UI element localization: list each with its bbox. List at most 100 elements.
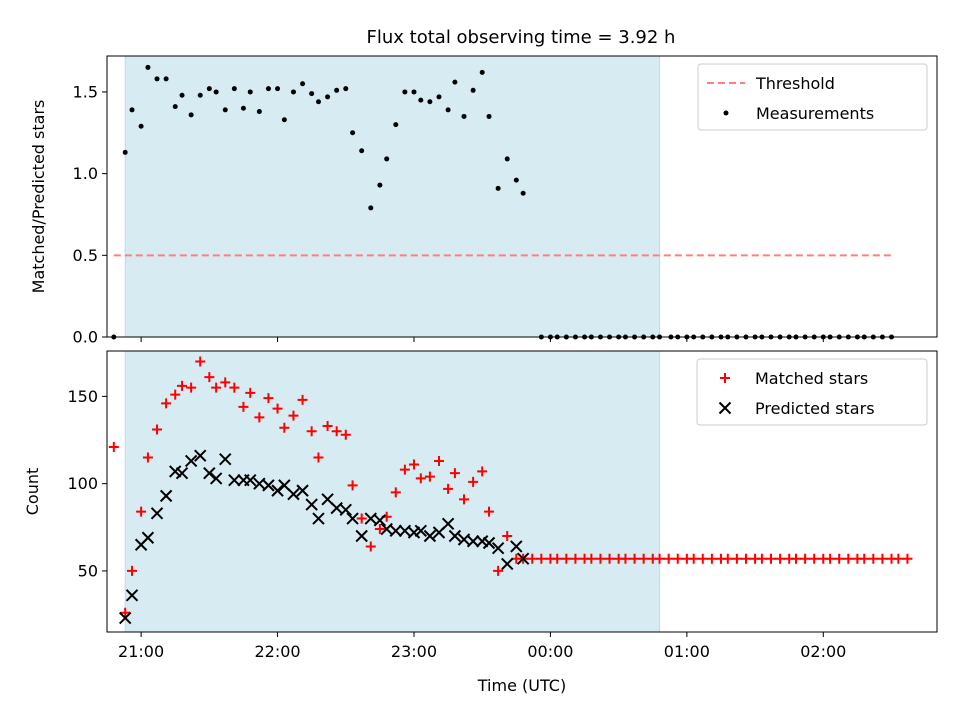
matched-star-point xyxy=(195,356,206,367)
matched-star-point xyxy=(552,553,563,564)
predicted-star-point xyxy=(516,552,530,565)
measurement-point xyxy=(470,87,476,93)
matched-star-point xyxy=(868,553,879,564)
matched-star-point xyxy=(766,553,776,564)
legend-matched-label: Matched stars xyxy=(755,369,868,388)
predicted-star-point xyxy=(482,536,496,550)
matched-star-point xyxy=(877,553,888,564)
matched-star-point xyxy=(809,553,820,564)
measurement-point xyxy=(377,182,383,188)
predicted-star-point xyxy=(373,514,387,527)
matched-star-point xyxy=(484,506,495,517)
count-series xyxy=(108,356,913,625)
predicted-star-point xyxy=(423,529,437,543)
matched-star-point xyxy=(620,553,631,564)
matched-star-point xyxy=(638,553,649,564)
matched-star-point xyxy=(297,394,308,405)
legend-matched-marker xyxy=(720,373,730,383)
measurement-point xyxy=(172,104,178,110)
matched-star-point xyxy=(220,377,231,388)
matched-star-point xyxy=(706,553,717,564)
matched-star-point xyxy=(390,487,401,498)
matched-star-point xyxy=(161,398,172,409)
predicted-star-point xyxy=(118,611,132,625)
measurement-point xyxy=(393,122,399,128)
predicted-star-point xyxy=(175,466,189,480)
measurement-point xyxy=(402,89,408,95)
predicted-star-point xyxy=(194,449,207,462)
matched-star-point xyxy=(177,380,188,391)
predicted-star-point xyxy=(141,531,155,544)
predicted-star-point xyxy=(466,535,480,548)
legend-predicted-label: Predicted stars xyxy=(755,399,875,418)
matched-star-point xyxy=(672,553,683,564)
legend-measurements-label: Measurements xyxy=(756,104,874,123)
predicted-star-point xyxy=(501,557,514,571)
matched-star-point xyxy=(186,382,197,393)
matched-star-point xyxy=(502,531,513,542)
matched-star-point xyxy=(586,553,597,564)
matched-star-point xyxy=(536,553,547,564)
measurement-point xyxy=(513,177,519,183)
measurement-point xyxy=(479,69,485,75)
measurement-point xyxy=(334,87,340,93)
matched-star-point xyxy=(775,553,786,564)
count-y-tick-label: 150 xyxy=(67,387,98,406)
ratio-legend-box xyxy=(697,63,928,131)
predicted-star-point xyxy=(125,589,139,602)
matched-star-point xyxy=(561,553,572,564)
matched-star-point xyxy=(722,553,733,564)
x-tick-label: 01:00 xyxy=(664,642,710,661)
matched-star-point xyxy=(306,426,317,437)
x-tick-label: 23:00 xyxy=(391,642,437,661)
matched-star-point xyxy=(331,426,342,437)
ratio-y-axis-label: Matched/Predicted stars xyxy=(29,100,48,294)
matched-star-point xyxy=(313,452,324,463)
count-panel: 50 100 150 21:00 22:00 23:00 00:00 01:00 02:00 C… xyxy=(23,350,938,695)
ratio-legend: Threshold Measurements xyxy=(697,63,928,131)
matched-star-point xyxy=(800,553,811,564)
matched-star-point xyxy=(152,424,163,435)
matched-star-point xyxy=(859,553,870,564)
figure-title: Flux total observing time = 3.92 h xyxy=(367,27,676,48)
measurement-point xyxy=(309,91,315,97)
measurement-point xyxy=(325,94,331,100)
matched-star-point xyxy=(263,393,274,404)
matched-star-point xyxy=(834,553,845,564)
predicted-star-point xyxy=(441,517,455,530)
matched-star-point xyxy=(340,429,351,440)
x-axis-label: Time (UTC) xyxy=(477,676,566,695)
measurement-point xyxy=(247,89,253,95)
measurement-point xyxy=(222,107,228,113)
matched-star-point xyxy=(449,468,460,479)
matched-star-point xyxy=(570,553,581,564)
measurement-point xyxy=(281,117,287,123)
ratio-axes: 0.0 0.5 1.0 1.5 xyxy=(73,82,824,347)
predicted-star-point xyxy=(209,472,223,485)
measurement-point xyxy=(240,105,246,111)
matched-star-point xyxy=(120,607,131,618)
matched-star-point xyxy=(843,553,854,564)
matched-star-point xyxy=(459,494,470,505)
measurement-point xyxy=(411,89,417,95)
matched-star-point xyxy=(204,372,215,383)
x-tick-label: 00:00 xyxy=(527,642,573,661)
matched-star-point xyxy=(170,389,181,400)
matched-star-point xyxy=(629,553,640,564)
predicted-star-point xyxy=(271,484,284,497)
matched-star-point xyxy=(365,541,376,552)
measurement-point xyxy=(122,149,128,155)
count-legend-box xyxy=(696,358,928,426)
measurement-point xyxy=(138,123,144,129)
ratio-series xyxy=(111,64,895,340)
matched-star-point xyxy=(127,565,138,576)
ratio-panel: 0.0 0.5 1.0 1.5 Matched/Predicted stars Thr… xyxy=(29,55,938,347)
legend-threshold-label: Threshold xyxy=(755,74,835,93)
measurement-point xyxy=(368,205,374,211)
measurement-point xyxy=(359,148,365,154)
predicted-star-point xyxy=(159,489,173,503)
count-legend: Matched stars Predicted stars xyxy=(696,358,928,426)
ratio-observed-span xyxy=(124,55,661,338)
count-y-tick-label: 100 xyxy=(67,474,98,493)
